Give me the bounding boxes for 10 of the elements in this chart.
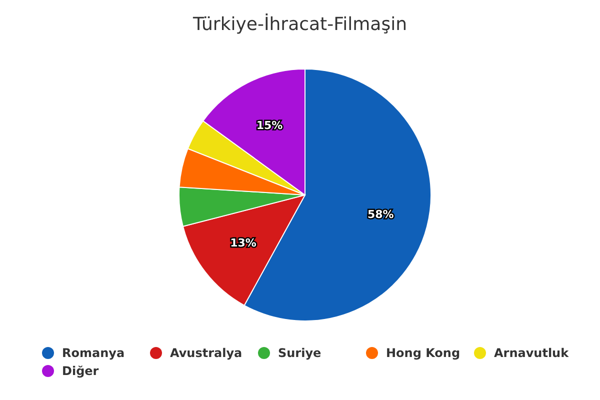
legend-label: Suriye <box>277 345 322 362</box>
chart-title: Türkiye-İhracat-Filmaşin <box>192 14 408 35</box>
data-label: 58% <box>367 208 394 221</box>
legend-label: Diğer <box>61 363 100 380</box>
legend-label: Arnavutluk <box>493 345 570 362</box>
legend-label: Avustralya <box>169 345 244 362</box>
data-label: 15% <box>256 118 283 132</box>
data-label: 13% <box>230 236 256 250</box>
legend-label: Hong Kong <box>385 345 462 362</box>
legend-label: Romanya <box>61 345 126 362</box>
